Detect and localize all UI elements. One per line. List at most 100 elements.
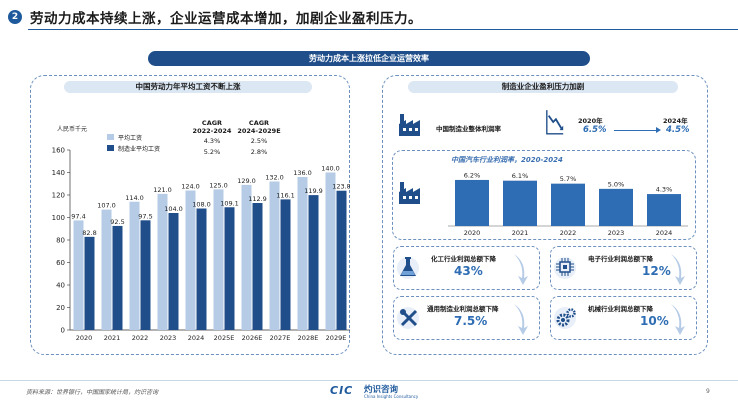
- stat-value-chemical: 43%: [454, 264, 483, 278]
- down-arrow-icon: [671, 254, 685, 285]
- stat-value-machinery: 10%: [640, 314, 669, 328]
- value-label-avg: 114.0: [125, 194, 144, 202]
- flask-icon: [400, 257, 416, 276]
- x-tick-label: 2022: [132, 334, 149, 342]
- bar-mfg-wage: [196, 208, 207, 330]
- value-label-avg: 129.0: [237, 177, 256, 185]
- tools-icon: [400, 309, 418, 327]
- stat-label-general-mfg: 通用制造业利润总额下降: [427, 305, 499, 313]
- x-tick-label: 2021: [104, 334, 121, 342]
- auto-x-tick-label: 2024: [656, 229, 673, 237]
- left-subtitle: 中国劳动力年平均工资不断上涨: [64, 81, 312, 93]
- overall-margin-label: 中国制造业整体利润率: [436, 125, 501, 133]
- cagr-mfg-2: 2.8%: [250, 148, 268, 156]
- auto-x-tick-label: 2022: [560, 229, 577, 237]
- logo-sub: China Insights Consultancy: [364, 394, 419, 399]
- value-label-mfg: 116.1: [276, 191, 295, 199]
- cagr-period-2: 2024-2029E: [237, 127, 281, 135]
- x-tick-label: 2025E: [214, 334, 235, 342]
- pct-to-label: 4.5%: [666, 125, 690, 135]
- slide-header: 2 劳动力成本持续上涨，企业运营成本增加，加剧企业盈利压力。: [0, 0, 738, 40]
- auto-bar: [647, 194, 681, 226]
- logo-cn: 灼识咨询: [364, 385, 399, 395]
- value-label-mfg: 82.8: [82, 229, 96, 237]
- auto-x-tick-label: 2023: [608, 229, 625, 237]
- logo-en: CIC: [330, 384, 354, 397]
- bar-mfg-wage: [112, 225, 123, 330]
- value-label-mfg: 92.5: [110, 218, 124, 226]
- value-label-mfg: 97.5: [138, 212, 152, 220]
- bar-avg-wage: [269, 181, 280, 330]
- value-label-avg: 121.0: [153, 186, 172, 194]
- bar-avg-wage: [157, 193, 168, 330]
- bar-mfg-wage: [168, 213, 179, 330]
- wage-chart-svg: 0 20 40 60 80 100 120 140 160 2020 97.4 82.8 2021 107…: [52, 147, 350, 342]
- header-divider: [28, 29, 738, 30]
- x-tick-label: 2026E: [242, 334, 263, 342]
- cagr-head-2: CAGR: [248, 119, 270, 127]
- legend-label-mfg: 制造业平均工资: [118, 146, 161, 153]
- bar-avg-wage: [297, 177, 308, 330]
- stat-label-machinery: 机械行业利润总额下降: [588, 305, 653, 313]
- cagr-avg-2: 2.5%: [250, 137, 268, 145]
- bar-avg-wage: [241, 184, 252, 330]
- slide-title: 劳动力成本持续上涨，企业运营成本增加，加剧企业盈利压力。: [30, 11, 422, 27]
- cagr-mfg-1: 5.2%: [203, 148, 221, 156]
- y-tick-label: 80: [56, 237, 65, 245]
- page-number: 9: [706, 388, 710, 395]
- footer-divider: [0, 380, 738, 381]
- auto-bar: [599, 188, 633, 226]
- value-label-avg: 97.4: [71, 212, 85, 220]
- bar-avg-wage: [73, 220, 84, 330]
- source-note: 资料来源：世界银行，中国国家统计局，灼识咨询: [26, 389, 159, 396]
- value-label-mfg: 112.9: [248, 195, 267, 203]
- y-tick-label: 120: [52, 192, 65, 200]
- slide-number-badge: 2: [8, 10, 22, 24]
- x-tick-label: 2027E: [270, 334, 291, 342]
- value-label-avg: 124.0: [181, 183, 200, 191]
- down-arrow-icon: [514, 254, 528, 285]
- auto-margin-box: [392, 150, 696, 240]
- y-tick-label: 0: [61, 327, 65, 335]
- bar-mfg-wage: [140, 220, 151, 330]
- left-panel: [30, 75, 350, 355]
- stat-value-general-mfg: 7.5%: [454, 314, 488, 328]
- value-label-avg: 132.0: [265, 174, 284, 182]
- pct-from-label: 6.5%: [583, 125, 607, 135]
- bar-mfg-wage: [280, 199, 291, 330]
- value-label-mfg: 109.1: [220, 199, 239, 207]
- bar-mfg-wage: [308, 195, 319, 330]
- x-tick-label: 2020: [76, 334, 93, 342]
- right-subtitle: 制造业企业盈利压力加剧: [408, 81, 678, 93]
- legend-swatch-mfg: [107, 145, 114, 151]
- down-arrow-icon: [671, 304, 685, 335]
- x-tick-label: 2024: [188, 334, 205, 342]
- auto-value-label: 5.0%: [608, 180, 625, 188]
- value-label-mfg: 119.9: [304, 187, 323, 195]
- cagr-period-1: 2022-2024: [192, 127, 232, 135]
- bar-mfg-wage: [336, 190, 347, 330]
- auto-margin-title: 中国汽车行业利润率，2020-2024: [451, 156, 563, 164]
- auto-bar: [551, 183, 585, 226]
- right-panel: [382, 75, 708, 355]
- gears-icon: [556, 308, 576, 327]
- section-banner: 劳动力成本上涨拉低企业运营效率: [148, 51, 590, 66]
- cic-logo: CIC 灼识咨询 China Insights Consultancy: [330, 382, 420, 400]
- value-label-avg: 125.0: [209, 181, 228, 189]
- auto-factory-icon: [399, 182, 420, 204]
- stat-label-chemical: 化工行业利润总额下降: [431, 255, 496, 263]
- legend-swatch-avg: [107, 134, 114, 140]
- chip-icon: [556, 258, 574, 276]
- y-tick-label: 20: [56, 304, 65, 312]
- wage-chart: 0 20 40 60 80 100 120 140 160 2020 97.4 82.8 2021 107…: [34, 96, 350, 352]
- value-label-avg: 140.0: [321, 165, 340, 173]
- value-label-mfg: 108.0: [192, 201, 211, 209]
- auto-value-label: 4.3%: [656, 186, 673, 194]
- unit-label: 人民币千元: [57, 126, 88, 133]
- auto-margin-chart: 6.2% 2020 6.1% 2021 5.7% 2022 5.0% 2023 4.3% 2024: [448, 171, 688, 237]
- auto-value-label: 6.1%: [512, 172, 529, 180]
- cagr-avg-1: 4.3%: [203, 137, 221, 145]
- value-label-mfg: 104.0: [164, 205, 183, 213]
- bar-avg-wage: [129, 201, 140, 330]
- y-tick-label: 160: [52, 147, 65, 155]
